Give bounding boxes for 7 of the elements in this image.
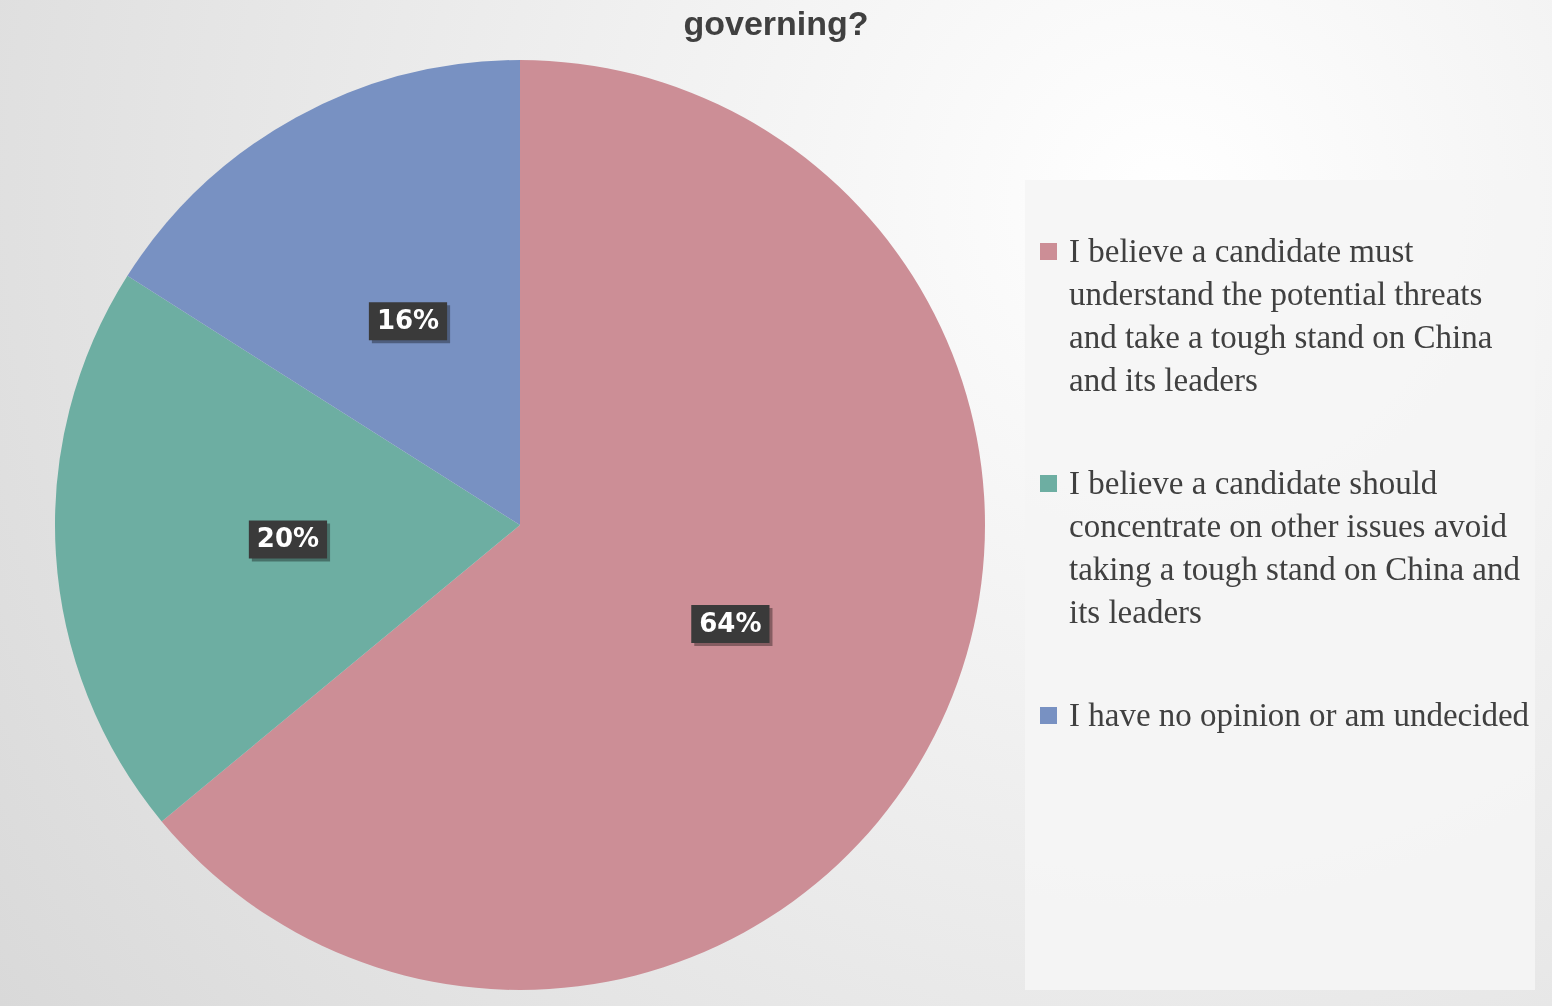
chart-title: governing?: [682, 4, 870, 43]
legend-label: I believe a candidate must understand the potential threats and take a tough stand on China and its leaders: [1069, 232, 1494, 400]
data-label: 20%: [256, 523, 320, 554]
legend-label: I have no opinion or am undecided: [1069, 696, 1530, 735]
data-label: 64%: [699, 607, 762, 638]
legend-label: I believe a candidate should concentrate on other issues avoid taking a tough stand on China and its leaders: [1069, 464, 1521, 632]
data-label: 16%: [376, 305, 440, 336]
